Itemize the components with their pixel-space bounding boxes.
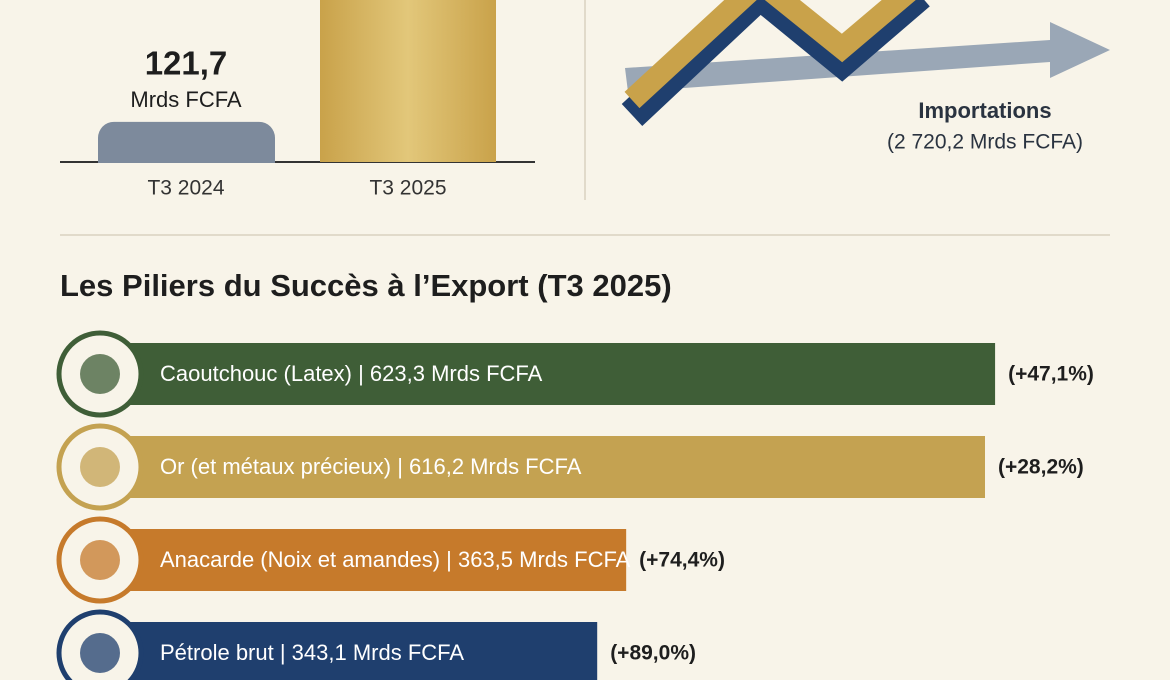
icon (80, 354, 120, 394)
pillar-change: (+89,0%) (610, 642, 696, 665)
trend-arrows (621, 0, 1110, 126)
section-title: Les Piliers du Succès à l’Export (T3 202… (60, 268, 672, 303)
unit-label: Mrds FCFA (130, 87, 242, 112)
pillar-label: Pétrole brut | 343,1 Mrds FCFA (160, 640, 464, 665)
pillar-change: (+28,2%) (998, 456, 1084, 479)
pillar-change: (+74,4%) (639, 549, 725, 572)
icon (80, 447, 120, 487)
bar (320, 0, 496, 162)
imports-value: (2 720,2 Mrds FCFA) (887, 131, 1083, 154)
imports-title: Importations (918, 98, 1051, 123)
pillar-label: Or (et métaux précieux) | 616,2 Mrds FCF… (160, 454, 582, 479)
pillar-bar (110, 436, 986, 498)
x-label: T3 2024 (147, 177, 224, 200)
icon (80, 540, 120, 580)
pillar-label: Caoutchouc (Latex) | 623,3 Mrds FCFA (160, 361, 543, 386)
pillar-change: (+47,1%) (1008, 363, 1094, 386)
pillar-bar (110, 622, 598, 680)
x-label: T3 2025 (369, 177, 446, 200)
icon (80, 633, 120, 673)
value-label: 121,7 (145, 45, 228, 82)
pillar-bar (110, 529, 627, 591)
pillar-label: Anacarde (Noix et amandes) | 363,5 Mrds … (160, 547, 631, 572)
pillar-bar (110, 343, 996, 405)
mask (90, 163, 290, 193)
